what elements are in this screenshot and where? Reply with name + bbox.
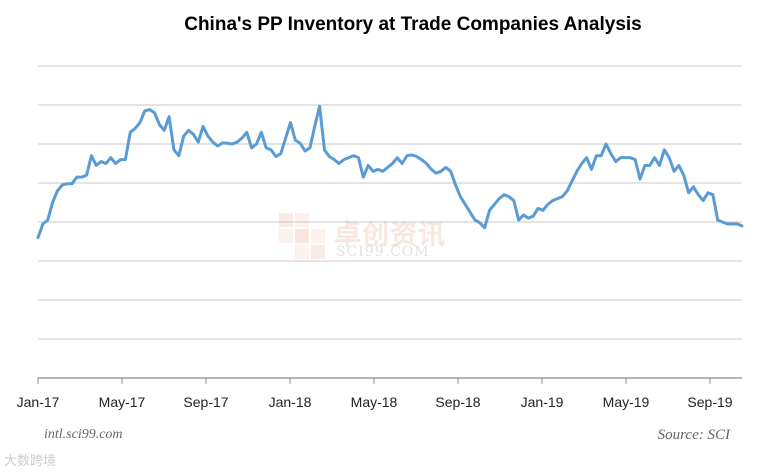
x-tick-label: May-18 (351, 394, 398, 410)
x-axis: Jan-17 May-17 Sep-17 Jan-18 May-18 Sep-18 Jan-… (17, 378, 733, 410)
series-layer (36, 104, 744, 240)
x-tick-label: Jan-18 (269, 394, 312, 410)
x-tick-label: Sep-18 (435, 394, 480, 410)
x-tick-label: Sep-19 (687, 394, 732, 410)
gridlines (38, 65, 742, 379)
chart-title: China's PP Inventory at Trade Companies … (184, 14, 642, 35)
x-tick-label: May-17 (99, 394, 146, 410)
x-tick-label: Jan-17 (17, 394, 60, 410)
watermark-logo-icon (279, 213, 325, 259)
series-line (36, 104, 744, 240)
footer-source-url: intl.sci99.com (44, 427, 123, 442)
x-tick-label: Jan-19 (521, 394, 564, 410)
watermark-text: 卓创资讯 (334, 220, 446, 251)
x-tick-label: Sep-17 (183, 394, 228, 410)
x-tick-label: May-19 (603, 394, 650, 410)
footer-source: Source: SCI (657, 427, 730, 443)
watermark-subtext: SCI99.COM (336, 244, 430, 260)
corner-watermark: 大数跨境 (4, 454, 57, 469)
